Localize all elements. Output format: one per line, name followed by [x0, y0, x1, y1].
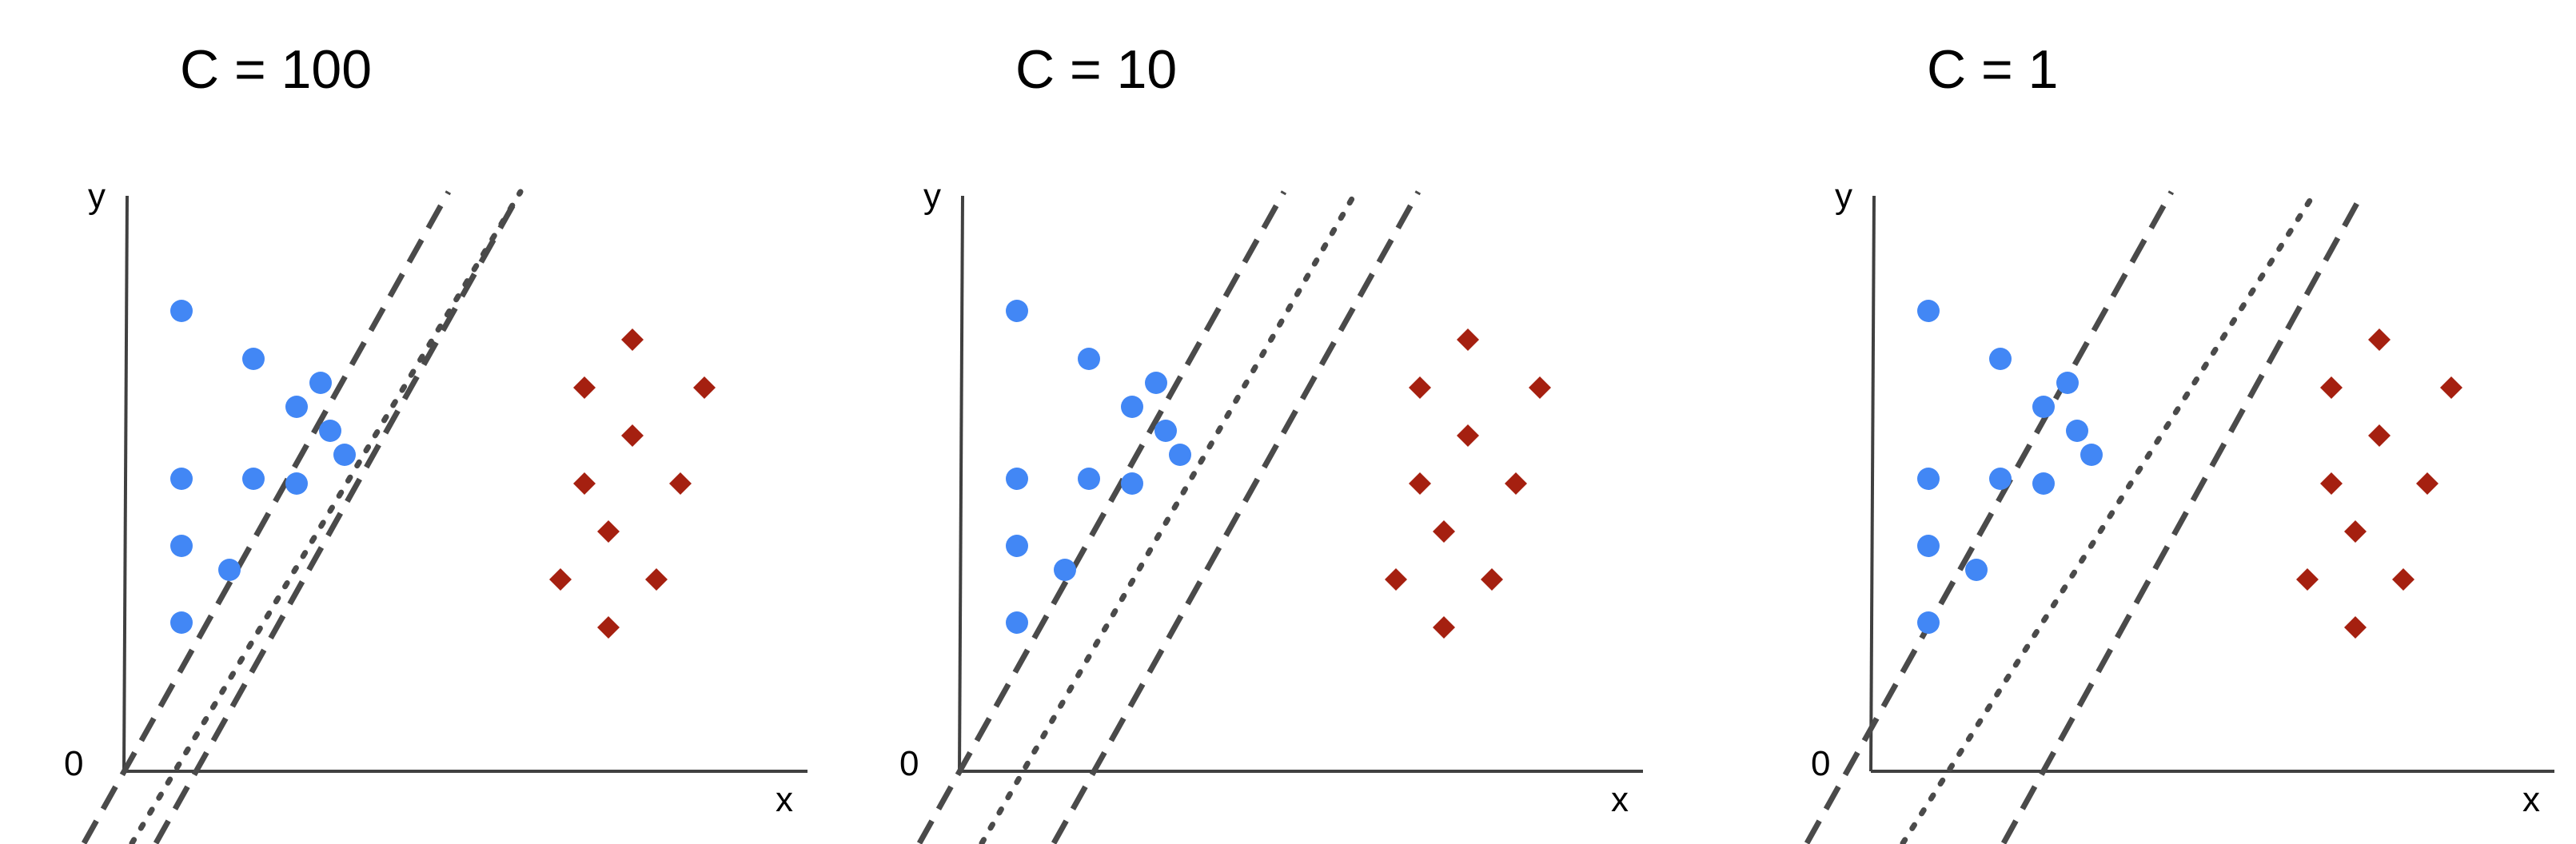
class-a-point [1169, 444, 1191, 466]
class-b-point [1481, 568, 1503, 591]
class-a-point [1917, 611, 1940, 634]
panel-title: C = 1 [1927, 39, 2058, 100]
class-b-point [1529, 376, 1551, 399]
class-b-point [1505, 472, 1527, 495]
class-a-point [1121, 396, 1143, 418]
class-a-point [1154, 420, 1177, 442]
class-b-point [2320, 376, 2343, 399]
class-a-point [333, 444, 356, 466]
panel-title: C = 10 [1015, 39, 1177, 100]
class-a-point [218, 559, 241, 581]
class-a-point [1078, 468, 1100, 490]
y-axis [958, 195, 964, 772]
class-a-point [1145, 372, 1167, 394]
class-b-point [2440, 376, 2462, 399]
y-axis [1869, 195, 1876, 772]
class-b-point [2296, 568, 2319, 591]
origin-label: 0 [64, 744, 83, 783]
class-b-point [1409, 472, 1431, 495]
class-b-point [2344, 616, 2367, 639]
class-b-point [2416, 472, 2438, 495]
class-b-point [1409, 376, 1431, 399]
class-a-point [319, 420, 341, 442]
class-a-point [2080, 444, 2103, 466]
class-a-point [1006, 611, 1028, 634]
class-b-point [2368, 328, 2391, 351]
y-axis-label: y [923, 177, 941, 216]
class-b-point [2344, 520, 2367, 543]
class-a-point [170, 300, 193, 322]
origin-label: 0 [899, 744, 919, 783]
y-axis [122, 195, 129, 772]
class-b-point [621, 328, 644, 351]
class-a-point [2032, 396, 2055, 418]
margin-line [1804, 190, 2175, 844]
class-a-point [1965, 559, 1988, 581]
class-b-point [621, 424, 644, 447]
panel-c-1: C = 1 y x 0 [1804, 39, 2554, 844]
class-b-point [669, 472, 692, 495]
class-a-point [1006, 300, 1028, 322]
margin-line [2000, 190, 2367, 844]
class-b-point [549, 568, 572, 591]
class-a-point [1078, 348, 1100, 370]
margin-line [81, 190, 452, 844]
class-b-point [1433, 616, 1455, 639]
class-b-point [1457, 424, 1479, 447]
class-a-point [242, 468, 265, 490]
class-a-point [170, 611, 193, 634]
class-b-point [2368, 424, 2391, 447]
class-b-point [645, 568, 668, 591]
origin-label: 0 [1811, 744, 1830, 783]
class-a-point [1054, 559, 1076, 581]
class-b-point [693, 376, 716, 399]
panel-c-100: C = 100 y x 0 [64, 39, 807, 844]
x-axis-label: x [1611, 780, 1629, 819]
class-a-point [2032, 472, 2055, 495]
class-a-point [170, 535, 193, 557]
class-b-point [1385, 568, 1407, 591]
x-axis-label: x [2522, 780, 2540, 819]
margin-line [1051, 190, 1422, 844]
decision-boundary-line [979, 189, 1359, 844]
class-a-point [1917, 300, 1940, 322]
decision-boundary-line [1900, 189, 2319, 844]
class-a-point [1006, 535, 1028, 557]
class-b-point [597, 616, 620, 639]
x-axis-label: x [776, 780, 793, 819]
class-a-point [285, 472, 308, 495]
class-a-point [1989, 348, 2012, 370]
class-a-point [1121, 472, 1143, 495]
class-b-point [2320, 472, 2343, 495]
class-a-point [2056, 372, 2079, 394]
class-a-point [1989, 468, 2012, 490]
class-a-point [309, 372, 332, 394]
class-b-point [597, 520, 620, 543]
class-a-point [1917, 468, 1940, 490]
panel-c-10: C = 10 y x 0 [899, 39, 1643, 844]
class-b-point [573, 472, 596, 495]
class-b-point [1433, 520, 1455, 543]
class-b-point [2392, 568, 2415, 591]
class-a-point [242, 348, 265, 370]
class-a-point [1917, 535, 1940, 557]
panel-title: C = 100 [180, 39, 372, 100]
margin-line [153, 190, 524, 844]
class-b-point [573, 376, 596, 399]
class-a-point [170, 468, 193, 490]
class-b-point [1457, 328, 1479, 351]
class-a-point [1006, 468, 1028, 490]
y-axis-label: y [88, 177, 106, 216]
class-a-point [285, 396, 308, 418]
decision-boundary-line [129, 189, 524, 844]
class-a-point [2066, 420, 2088, 442]
margin-line [916, 190, 1287, 844]
y-axis-label: y [1835, 177, 1852, 216]
